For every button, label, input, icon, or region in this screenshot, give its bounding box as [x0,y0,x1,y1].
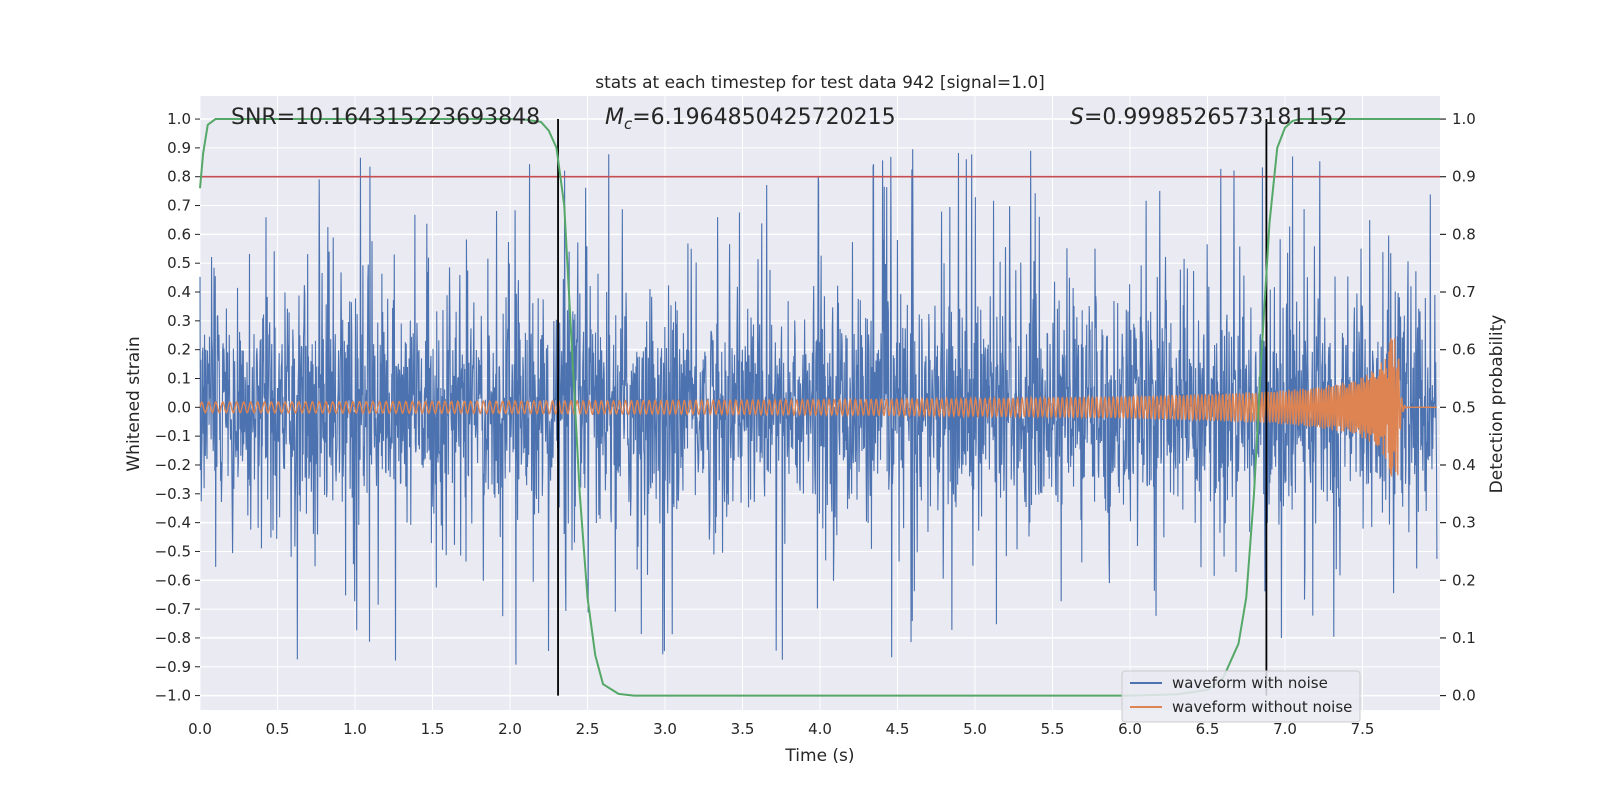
snr-annotation: SNR=10.164315223693848 [231,105,540,130]
y-right-tick-label: 0.5 [1452,398,1476,416]
score-annotation: S=0.9998526573181152 [1070,105,1347,130]
y-right-tick-label: 0.1 [1452,629,1476,647]
x-tick-label: 3.5 [731,720,755,738]
x-tick-label: 2.5 [576,720,600,738]
y-left-axis-label: Whitened strain [124,336,144,471]
y-left-tick-label: 0.4 [167,283,191,301]
chirp-mass-symbol: M [605,105,624,130]
y-left-tick-label: −0.5 [155,542,191,560]
detection-probability-line [199,118,1440,697]
x-axis-ticks: 0.0 0.5 1.0 1.5 2.0 2.5 3.0 3.5 4.0 4.5 5.0 5.5 6.0 6… [188,720,1374,738]
y-left-tick-label: 0.8 [167,168,191,186]
legend: waveform with noise waveform without noi… [1121,670,1361,723]
x-tick-label: 4.0 [808,720,832,738]
x-tick-label: 4.5 [886,720,910,738]
y-left-tick-label: −0.7 [155,600,191,618]
score-value: =0.9998526573181152 [1084,105,1347,130]
x-tick-label: 6.0 [1118,720,1142,738]
chirp-mass-subscript: c [624,115,633,133]
y-right-tick-label: 1.0 [1452,110,1476,128]
y-left-tick-label: −0.3 [155,485,191,503]
x-tick-label: 1.5 [421,720,445,738]
x-tick-label: 7.5 [1351,720,1375,738]
y-right-axis-ticks: 1.0 0.9 0.8 0.7 0.6 0.5 0.4 0.3 0.2 0.1 0.0 [1440,110,1476,705]
y-left-tick-label: −0.9 [155,658,191,676]
y-right-tick-label: 0.0 [1452,687,1476,705]
y-left-tick-label: 0.1 [167,369,191,387]
chart-title: stats at each timestep for test data 942… [595,73,1045,93]
y-left-tick-label: 0.3 [167,312,191,330]
y-right-tick-label: 0.2 [1452,571,1476,589]
chirp-mass-value: =6.1964850425720215 [632,105,895,130]
x-tick-label: 2.0 [498,720,522,738]
x-tick-label: 5.5 [1041,720,1065,738]
y-left-tick-label: 0.7 [167,197,191,215]
y-right-tick-label: 0.9 [1452,168,1476,186]
y-left-tick-label: 0.0 [167,398,191,416]
y-right-tick-label: 0.4 [1452,456,1476,474]
x-tick-label: 5.0 [963,720,987,738]
y-left-tick-label: 0.6 [167,225,191,243]
overlays [200,119,1440,696]
y-right-tick-label: 0.7 [1452,283,1476,301]
legend-label-noise: waveform with noise [1172,674,1328,692]
y-left-tick-label: 0.5 [167,254,191,272]
score-symbol: S [1070,105,1084,130]
y-right-tick-label: 0.3 [1452,514,1476,532]
legend-box [1121,670,1361,723]
y-left-axis-ticks: 1.0 0.9 0.8 0.7 0.6 0.5 0.4 0.3 0.2 0.1 0.0 −0.1 −0.… [155,110,200,705]
x-tick-label: 7.0 [1273,720,1297,738]
x-axis-label: Time (s) [784,746,854,766]
x-tick-label: 6.5 [1196,720,1220,738]
chirp-mass-annotation: Mc=6.1964850425720215 [605,105,896,133]
y-left-tick-label: −0.4 [155,514,191,532]
clean-waveform-line [199,338,1437,477]
legend-label-clean: waveform without noise [1172,698,1352,716]
y-left-tick-label: −0.2 [155,456,191,474]
y-left-tick-label: −0.1 [155,427,191,445]
y-right-tick-label: 0.8 [1452,225,1476,243]
x-tick-label: 0.5 [266,720,290,738]
y-left-tick-label: −0.6 [155,571,191,589]
y-left-tick-label: 1.0 [167,110,191,128]
x-tick-label: 0.0 [188,720,212,738]
y-left-tick-label: −0.8 [155,629,191,647]
y-right-tick-label: 0.6 [1452,341,1476,359]
y-left-tick-label: 0.2 [167,341,191,359]
series-waveform-with-noise [199,149,1438,665]
x-tick-label: 3.0 [653,720,677,738]
noise-waveform-line [199,149,1438,665]
y-left-tick-label: −1.0 [155,687,191,705]
series-detection-probability [199,118,1440,697]
y-left-tick-label: 0.9 [167,139,191,157]
x-tick-label: 1.0 [343,720,367,738]
series-waveform-without-noise [199,338,1437,477]
y-right-axis-label: Detection probability [1487,315,1507,494]
